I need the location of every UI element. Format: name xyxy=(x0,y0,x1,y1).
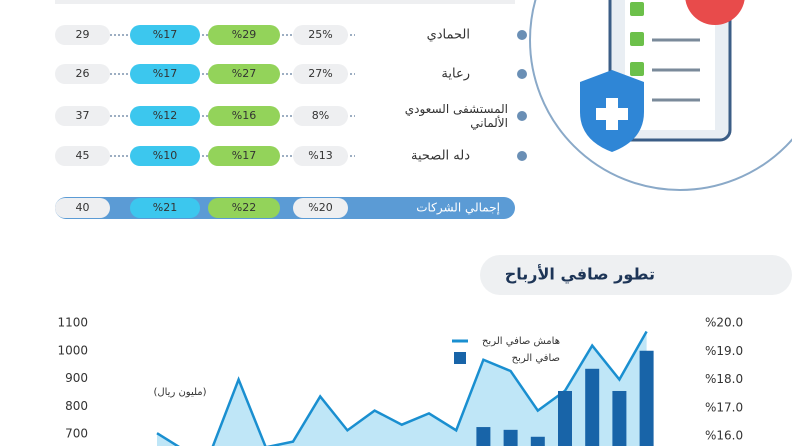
cyan-pill xyxy=(130,198,200,218)
row-dot xyxy=(517,30,527,40)
y2-tick-label: %17.0 xyxy=(705,400,743,414)
cyan-pill xyxy=(130,64,200,84)
legend-label: صافي الربح xyxy=(512,353,560,364)
value-pill-text: 29 xyxy=(76,28,90,41)
bar xyxy=(476,427,491,446)
name-line: المستشفى السعودي xyxy=(405,102,508,117)
name-bg xyxy=(355,146,505,166)
green-pill-text: %27 xyxy=(232,67,256,80)
lines xyxy=(652,38,700,102)
company-name: دله الصحية xyxy=(411,149,470,164)
share-pill xyxy=(293,106,348,126)
green-pill xyxy=(208,198,280,218)
green-pill-text: %29 xyxy=(232,28,256,41)
illustration-ring xyxy=(529,0,792,191)
line xyxy=(156,330,648,446)
share-pill-text: %20 xyxy=(308,201,332,214)
value-pill xyxy=(55,198,110,218)
bar xyxy=(530,436,545,446)
value-pill-text: 37 xyxy=(76,109,90,122)
bar xyxy=(612,390,627,446)
shield-cross xyxy=(596,98,628,130)
chart-title: تطور صافي الأرباح xyxy=(505,265,655,285)
bar xyxy=(585,368,600,446)
company-name: رعاية xyxy=(441,67,470,82)
share-pill-text: 8% xyxy=(312,109,329,122)
checkmarks xyxy=(630,2,644,76)
share-pill-text: %13 xyxy=(308,149,332,162)
cyan-pill-text: %17 xyxy=(153,67,177,80)
green-pill xyxy=(208,146,280,166)
cyan-pill-text: %21 xyxy=(153,201,177,214)
cyan-pill xyxy=(130,106,200,126)
cyan-pill-text: %12 xyxy=(153,109,177,122)
heart xyxy=(685,0,745,25)
green-pill-text: %22 xyxy=(232,201,256,214)
y2-tick-label: %18.0 xyxy=(705,372,743,386)
share-pill xyxy=(293,64,348,84)
value-pill-text: 40 xyxy=(76,201,90,214)
green-pill xyxy=(208,106,280,126)
name-bg xyxy=(355,64,505,84)
y2-tick-label: %16.0 xyxy=(705,429,743,443)
green-pill xyxy=(208,64,280,84)
title-band xyxy=(480,255,792,295)
share-pill xyxy=(293,198,348,218)
row-dot xyxy=(517,151,527,161)
company-name: الحمادي xyxy=(427,28,470,43)
cyan-pill-text: %10 xyxy=(153,149,177,162)
name-bg xyxy=(355,25,505,45)
bar xyxy=(503,429,518,446)
y2-tick-label: %19.0 xyxy=(705,344,743,358)
cyan-pill xyxy=(130,25,200,45)
y2-tick-label: %20.0 xyxy=(705,316,743,330)
value-pill xyxy=(55,25,110,45)
legend-box xyxy=(454,352,466,364)
unit-note: (مليون ريال) xyxy=(153,387,206,398)
y-tick-label: 1100 xyxy=(57,316,88,330)
name-line: الألماني xyxy=(470,115,508,130)
value-pill xyxy=(55,146,110,166)
company-name: إجمالي الشركات xyxy=(416,201,500,216)
bar xyxy=(639,350,654,446)
green-pill-text: %17 xyxy=(232,149,256,162)
name-bg xyxy=(355,106,505,126)
cut-row xyxy=(55,0,515,4)
cyan-pill-text: %17 xyxy=(153,28,177,41)
share-pill-text: 25% xyxy=(308,28,332,41)
share-pill-text: 27% xyxy=(308,67,332,80)
area xyxy=(157,331,647,446)
green-pill xyxy=(208,25,280,45)
row-dot xyxy=(517,111,527,121)
value-pill xyxy=(55,64,110,84)
y-tick-label: 1000 xyxy=(57,343,88,357)
legend-label: هامش صافي الربح xyxy=(482,336,560,347)
bar xyxy=(558,390,572,446)
company-name: المستشفى السعودي الألماني xyxy=(405,102,508,130)
spacer xyxy=(0,255,480,295)
value-pill-text: 45 xyxy=(76,149,90,162)
y-tick-label: 700 xyxy=(65,427,88,441)
y-tick-label: 900 xyxy=(65,371,88,385)
share-pill xyxy=(293,146,348,166)
green-pill-text: %16 xyxy=(232,109,256,122)
y-tick-label: 800 xyxy=(65,399,88,413)
row-dot xyxy=(517,69,527,79)
cyan-pill xyxy=(130,146,200,166)
share-pill xyxy=(293,25,348,45)
value-pill xyxy=(55,106,110,126)
value-pill-text: 26 xyxy=(76,67,90,80)
